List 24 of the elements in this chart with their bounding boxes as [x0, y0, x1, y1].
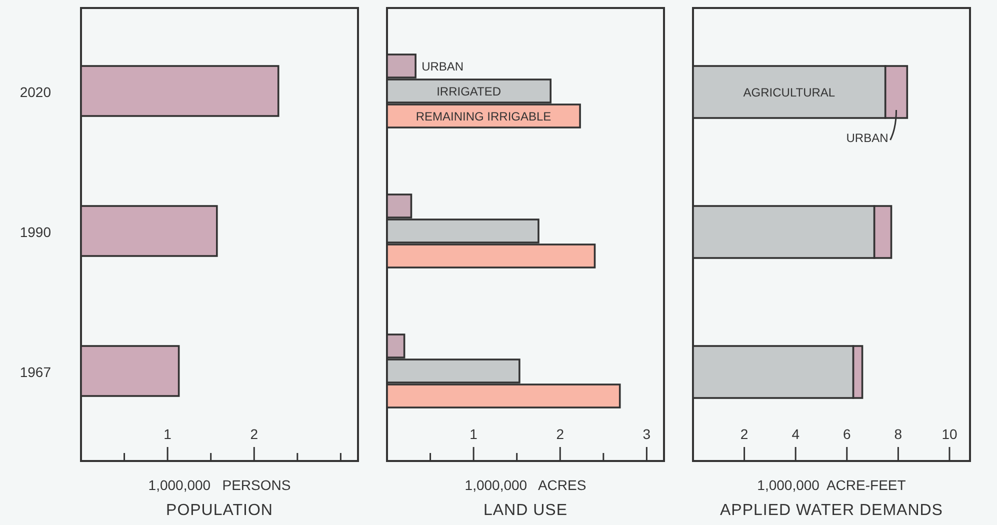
- series-label: URBAN: [846, 131, 888, 145]
- x-tick-label: 8: [894, 426, 902, 442]
- series-label: AGRICULTURAL: [743, 86, 836, 100]
- text: LAND USE: [483, 502, 568, 519]
- x-tick-label: 4: [792, 426, 800, 442]
- x-tick-label: 6: [842, 426, 851, 442]
- y-tick-label: 1967: [20, 364, 52, 380]
- series-label: IRRIGATED: [436, 84, 502, 98]
- text: APPLIED WATER DEMANDS: [720, 502, 943, 519]
- text: POPULATION: [166, 502, 273, 519]
- x-tick-label: 2: [740, 426, 748, 442]
- x-tick-label: 2: [556, 426, 564, 442]
- x-tick-label: 2: [250, 426, 258, 442]
- x-tick-label: 3: [642, 426, 651, 442]
- x-axis-title: 1,000,000 PERSONS: [148, 477, 291, 493]
- x-axis-title: 1,000,000 ACRE-FEET: [757, 477, 906, 493]
- x-tick-label: 1: [164, 426, 172, 442]
- x-axis-title: 1,000,000 ACRES: [464, 477, 586, 493]
- y-tick-label: 2020: [20, 84, 52, 100]
- x-tick-label: 1: [470, 426, 478, 442]
- series-label: REMAINING IRRIGABLE: [416, 110, 552, 124]
- x-tick-label: 10: [942, 426, 958, 442]
- series-label: URBAN: [422, 60, 464, 74]
- y-tick-label: 1990: [20, 224, 52, 240]
